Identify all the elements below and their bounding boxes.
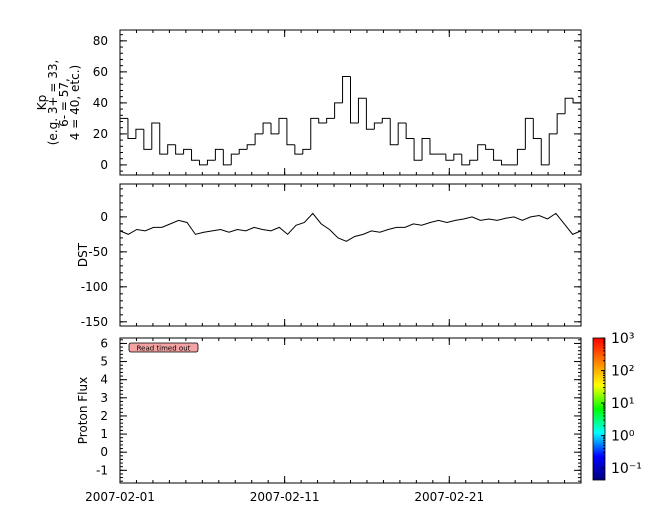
kp-step xyxy=(389,118,399,146)
kp-step xyxy=(524,117,534,150)
kp-step xyxy=(206,159,216,165)
kp-step xyxy=(365,98,375,130)
x-tick-label: 2007-02-01 xyxy=(85,490,155,504)
kp-step xyxy=(198,160,208,166)
x-tick-label: 2007-02-11 xyxy=(250,490,320,504)
y-tick-label: 4 xyxy=(100,373,108,387)
y-axis-label: Proton Flux xyxy=(76,377,90,444)
kp-step xyxy=(342,76,351,103)
kp-step xyxy=(516,148,526,165)
kp-step xyxy=(175,144,184,155)
kp-step xyxy=(469,159,478,165)
y-tick-label: 80 xyxy=(93,34,108,48)
kp-step xyxy=(381,117,391,124)
kp-step xyxy=(548,133,558,165)
y-axis-label: Kp xyxy=(35,95,49,111)
kp-step xyxy=(135,128,144,139)
kp-step xyxy=(294,144,303,155)
y-tick-label: 2 xyxy=(100,409,108,423)
y-tick-label: 3 xyxy=(100,391,108,405)
kp-step xyxy=(334,102,343,119)
colorbar-tick-label: 10³ xyxy=(611,331,634,347)
kp-step xyxy=(413,138,423,161)
y-axis-label: 6- = 57, xyxy=(57,78,71,127)
kp-step xyxy=(262,122,272,134)
kp-step xyxy=(421,138,430,161)
y-tick-label: 1 xyxy=(100,427,108,441)
kp-step xyxy=(183,148,192,155)
kp-step xyxy=(572,98,581,104)
colorbar-tick-label: 10² xyxy=(611,364,634,380)
y-tick-label: 60 xyxy=(93,65,108,79)
y-axis-label: DST xyxy=(76,242,90,267)
y-tick-label: 0 xyxy=(100,210,108,224)
annotation: Read timed out xyxy=(137,345,191,353)
kp-step xyxy=(246,144,256,150)
kp-step xyxy=(310,117,319,150)
kp-step xyxy=(405,123,415,140)
kp-step xyxy=(230,153,240,165)
dst-line xyxy=(119,212,582,242)
kp-step xyxy=(191,149,200,161)
kp-step xyxy=(429,138,438,155)
kp-step xyxy=(453,153,462,161)
kp-step xyxy=(302,148,311,155)
kp-step xyxy=(127,118,136,140)
kp-step xyxy=(151,122,160,150)
kp-step xyxy=(167,144,176,155)
y-tick-label: 20 xyxy=(93,127,108,141)
kp-step xyxy=(493,149,502,161)
colorbar xyxy=(592,337,606,481)
kp-step xyxy=(532,118,542,140)
y-tick-label: 5 xyxy=(100,355,108,369)
y-axis-label: 4 = 40, etc.) xyxy=(68,65,82,140)
y-axis-label: (e.g. 3+ = 33, xyxy=(46,60,60,146)
kp-step xyxy=(143,129,152,150)
y-tick-label: 6 xyxy=(100,336,108,350)
kp-step xyxy=(238,148,248,155)
kp-step xyxy=(373,122,383,130)
kp-step xyxy=(445,154,454,161)
colorbar-tick-label: 10¹ xyxy=(611,396,634,412)
y-tick-label: 0 xyxy=(100,158,108,172)
kp-step xyxy=(318,118,327,124)
plot-frame xyxy=(119,183,582,327)
kp-step xyxy=(556,113,566,134)
kp-step xyxy=(326,117,335,124)
kp-step xyxy=(278,117,287,134)
kp-step xyxy=(477,144,486,161)
kp-step xyxy=(501,160,510,166)
kp-step xyxy=(485,144,494,150)
kp-step xyxy=(461,154,470,166)
plot-frame xyxy=(119,337,582,484)
colorbar-tick-label: 10⁻¹ xyxy=(611,461,642,477)
kp-step xyxy=(159,123,168,155)
y-tick-label: 0 xyxy=(100,445,108,459)
kp-step xyxy=(540,138,550,166)
kp-step xyxy=(222,149,232,166)
kp-step xyxy=(357,97,367,124)
kp-step xyxy=(270,123,279,135)
kp-step xyxy=(254,133,264,145)
y-tick-label: -50 xyxy=(88,245,108,259)
kp-step xyxy=(214,148,224,161)
kp-step xyxy=(350,76,359,124)
x-tick-label: 2007-02-21 xyxy=(414,490,484,504)
y-tick-label: -150 xyxy=(81,315,108,329)
kp-step xyxy=(564,97,574,114)
annotation-box xyxy=(128,342,199,353)
y-tick-label: -100 xyxy=(81,280,108,294)
y-tick-label: -1 xyxy=(96,463,108,477)
colorbar-tick-label: 10⁰ xyxy=(611,429,635,445)
kp-step xyxy=(286,118,295,146)
y-tick-label: 40 xyxy=(93,96,108,110)
kp-step xyxy=(397,122,407,145)
